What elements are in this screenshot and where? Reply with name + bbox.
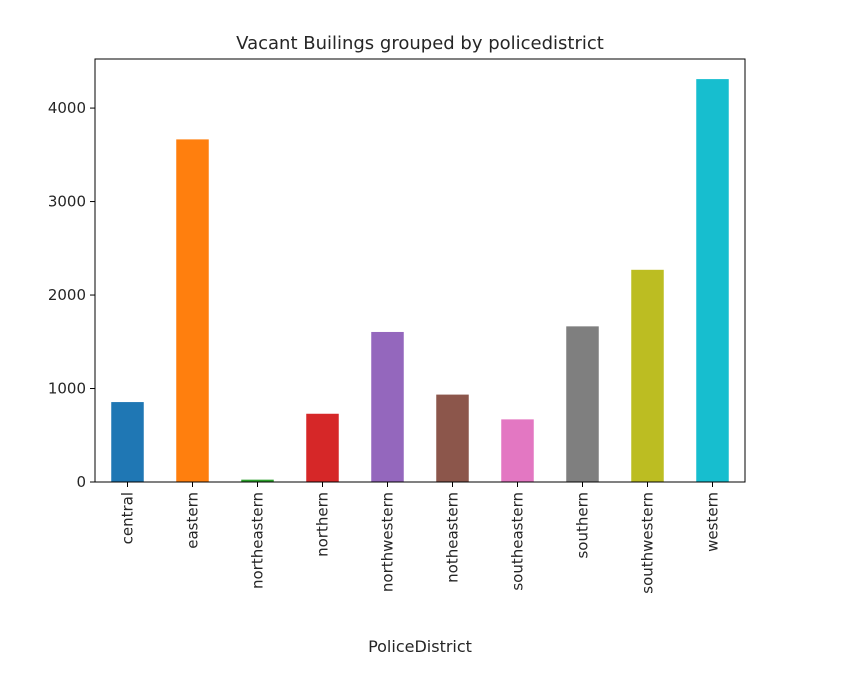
x-axis: central eastern northeastern northern northw…: [119, 482, 722, 594]
x-tick-label-notheastern: notheastern: [444, 492, 462, 583]
y-tick-label: 0: [76, 473, 86, 491]
bar-eastern: [176, 139, 209, 482]
y-tick-label: 1000: [48, 380, 86, 398]
y-tick-label: 2000: [48, 286, 86, 304]
bar-southern: [566, 326, 599, 482]
x-tick-label-southwestern: southwestern: [639, 492, 657, 594]
bar-southwestern: [631, 269, 664, 482]
x-tick-label-western: western: [704, 492, 722, 552]
chart-title: Vacant Builings grouped by policedistric…: [236, 33, 604, 54]
bar-central: [111, 402, 144, 482]
bar-northeastern: [241, 479, 274, 482]
x-tick-label-northwestern: northwestern: [379, 492, 397, 592]
y-axis: 0 1000 2000 3000 4000: [48, 99, 95, 491]
bar-northwestern: [371, 331, 404, 482]
bar-notheastern: [436, 394, 469, 482]
x-tick-label-eastern: eastern: [184, 492, 202, 549]
x-tick-label-southeastern: southeastern: [509, 492, 527, 591]
bars-group: [111, 79, 729, 483]
x-axis-label: PoliceDistrict: [368, 637, 472, 656]
x-tick-label-northeastern: northeastern: [249, 492, 267, 589]
bar-northern: [306, 413, 339, 482]
x-tick-label-southern: southern: [574, 492, 592, 559]
y-tick-label: 3000: [48, 193, 86, 211]
plot-frame: [94, 58, 746, 483]
bar-southeastern: [501, 419, 534, 482]
x-tick-label-central: central: [119, 492, 137, 544]
y-tick-label: 4000: [48, 99, 86, 117]
x-tick-label-northern: northern: [314, 492, 332, 557]
bar-western: [696, 79, 729, 483]
